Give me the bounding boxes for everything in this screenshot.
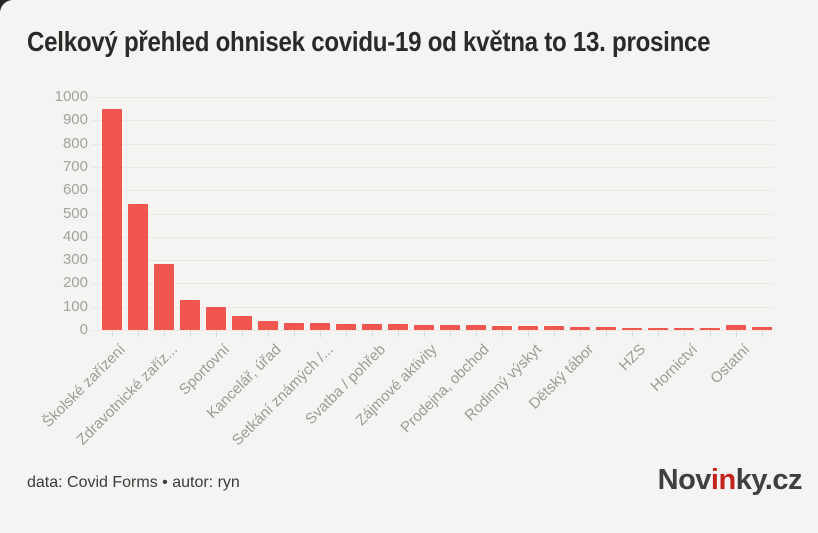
x-tick-mark: [424, 331, 425, 337]
gridline-700: [92, 166, 774, 168]
x-tick-mark: [294, 331, 295, 337]
bar-14[interactable]: [440, 325, 460, 330]
x-tick-mark: [554, 331, 555, 337]
plot-area: [92, 97, 774, 337]
bar-13[interactable]: [414, 325, 434, 330]
x-tick-mark: [320, 331, 321, 337]
y-tick-label: 200: [62, 274, 88, 292]
bar-18[interactable]: [544, 326, 564, 330]
gridline-500: [92, 213, 774, 215]
bar-22[interactable]: [648, 328, 668, 330]
gridline-200: [92, 283, 774, 285]
bar-9[interactable]: [310, 323, 330, 330]
novinky-logo[interactable]: Novinky.cz: [657, 464, 803, 497]
bar-19[interactable]: [570, 327, 590, 330]
bar-20[interactable]: [596, 327, 616, 330]
x-tick-mark: [346, 331, 347, 337]
gridline-300: [92, 260, 774, 262]
bar-5[interactable]: [206, 307, 226, 330]
gridline-1000: [92, 97, 774, 98]
bar-17[interactable]: [518, 326, 538, 330]
x-tick-mark: [216, 331, 217, 337]
bar-3[interactable]: [154, 264, 174, 330]
y-tick-label: 800: [62, 134, 88, 152]
bar-7[interactable]: [258, 321, 278, 330]
x-tick-mark: [398, 331, 399, 337]
bar-8[interactable]: [284, 323, 304, 330]
y-tick-label: 500: [62, 204, 88, 222]
x-tick-mark: [658, 331, 659, 337]
bar-11[interactable]: [362, 324, 382, 330]
x-tick-mark: [112, 331, 113, 337]
bar-2[interactable]: [128, 204, 148, 330]
bar-15[interactable]: [466, 325, 486, 330]
gridline-100: [92, 306, 774, 308]
x-tick-mark: [710, 331, 711, 337]
x-tick-mark: [476, 331, 477, 337]
bar-10[interactable]: [336, 324, 356, 330]
gridline-800: [92, 143, 774, 145]
chart-title: Celkový přehled ohnisek covidu-19 od kvě…: [27, 26, 711, 57]
x-tick-label: Zdravotnické zaříz...: [73, 341, 182, 449]
bar-24[interactable]: [700, 328, 720, 330]
gridline-900: [92, 120, 774, 122]
bar-1[interactable]: [102, 109, 122, 330]
bar-26[interactable]: [752, 327, 772, 330]
x-tick-label: Ostatní: [706, 341, 754, 388]
x-tick-label: Setkání známých /...: [228, 341, 338, 450]
bar-23[interactable]: [674, 328, 694, 330]
y-tick-label: 100: [62, 297, 88, 315]
x-tick-mark: [736, 331, 737, 337]
gridline-400: [92, 236, 774, 238]
screenshot-corner-mask: [0, 0, 24, 24]
gridline-600: [92, 190, 774, 192]
x-tick-label: HZS: [615, 341, 650, 375]
x-tick-mark: [372, 331, 373, 337]
logo-suffix: ky.cz: [735, 464, 803, 496]
y-tick-label: 0: [79, 321, 88, 338]
logo-highlight: in: [710, 464, 736, 496]
x-tick-mark: [450, 331, 451, 337]
x-tick-label: Prodejna, obchod: [397, 341, 494, 437]
x-tick-mark: [606, 331, 607, 337]
x-tick-mark: [762, 331, 763, 337]
logo-prefix: Nov: [657, 464, 712, 496]
bar-21[interactable]: [622, 328, 642, 330]
x-tick-mark: [164, 331, 165, 337]
y-tick-label: 1000: [54, 88, 88, 105]
y-tick-label: 600: [62, 181, 88, 199]
y-tick-label: 300: [62, 251, 88, 269]
y-tick-label: 400: [62, 227, 88, 245]
data-credit: data: Covid Forms • autor: ryn: [27, 474, 240, 491]
x-tick-mark: [138, 331, 139, 337]
bar-16[interactable]: [492, 326, 512, 330]
y-tick-label: 700: [62, 157, 88, 175]
x-tick-mark: [632, 331, 633, 337]
x-tick-label: Hornictví: [647, 341, 702, 395]
x-tick-mark: [684, 331, 685, 337]
x-tick-mark: [190, 331, 191, 337]
y-tick-label: 900: [62, 111, 88, 129]
bar-4[interactable]: [180, 300, 200, 330]
gridline-0: [92, 330, 774, 331]
x-tick-mark: [242, 331, 243, 337]
x-tick-mark: [502, 331, 503, 337]
bar-12[interactable]: [388, 324, 408, 330]
bar-25[interactable]: [726, 325, 746, 330]
bar-6[interactable]: [232, 316, 252, 330]
x-tick-mark: [268, 331, 269, 337]
x-tick-mark: [528, 331, 529, 337]
x-tick-mark: [580, 331, 581, 337]
